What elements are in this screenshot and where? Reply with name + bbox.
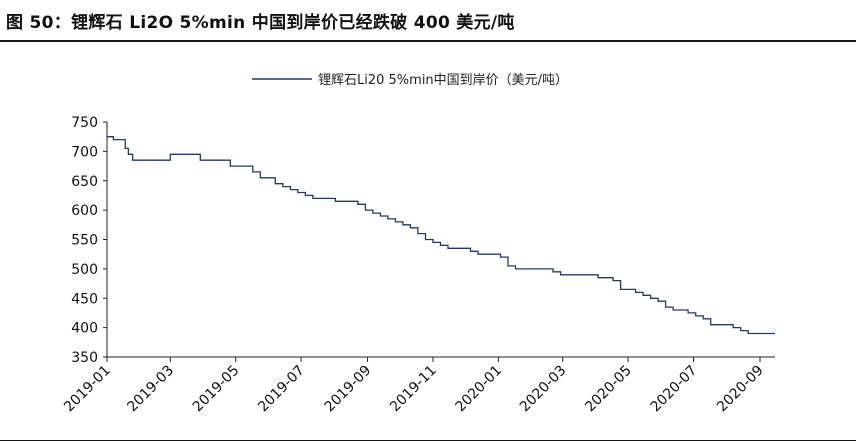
chart-legend: 锂辉石Li20 5%min中国到岸价（美元/吨） bbox=[252, 73, 568, 88]
x-tick-label: 2020-01 bbox=[453, 363, 506, 416]
y-tick-label: 350 bbox=[71, 350, 98, 366]
y-tick-label: 400 bbox=[71, 321, 98, 337]
x-tick-label: 2019-09 bbox=[322, 363, 375, 416]
y-tick-label: 650 bbox=[71, 174, 98, 190]
series-group bbox=[107, 136, 775, 335]
x-tick-label: 2019-01 bbox=[61, 363, 114, 416]
y-axis-ticks: 350 400 450 500 550 600 650 700 750 bbox=[71, 115, 107, 366]
y-tick-label: 700 bbox=[71, 144, 98, 160]
x-tick-label: 2019-05 bbox=[190, 363, 243, 416]
x-tick-label: 2020-09 bbox=[714, 363, 767, 416]
price-series-line bbox=[107, 136, 775, 335]
x-tick-label: 2019-07 bbox=[255, 363, 308, 416]
title-divider bbox=[0, 40, 856, 42]
x-axis-ticks: 2019-01 2019-03 2019-05 2019-07 2019-09 2019-… bbox=[61, 357, 767, 415]
y-tick-label: 750 bbox=[71, 115, 98, 131]
x-tick-label: 2020-05 bbox=[582, 363, 635, 416]
x-tick-label: 2019-11 bbox=[387, 363, 440, 416]
x-tick-label: 2020-07 bbox=[648, 363, 701, 416]
y-tick-label: 600 bbox=[71, 203, 98, 219]
x-tick-label: 2020-03 bbox=[517, 363, 570, 416]
chart-axes bbox=[106, 122, 775, 358]
y-tick-label: 500 bbox=[71, 262, 98, 278]
figure-title: 图 50：锂辉石 Li2O 5%min 中国到岸价已经跌破 400 美元/吨 bbox=[6, 13, 515, 33]
y-tick-label: 550 bbox=[71, 233, 98, 249]
x-tick-label: 2019-03 bbox=[124, 363, 177, 416]
y-tick-label: 450 bbox=[71, 291, 98, 307]
figure-bottom-rule bbox=[0, 440, 856, 441]
legend-label: 锂辉石Li20 5%min中国到岸价（美元/吨） bbox=[318, 73, 568, 88]
